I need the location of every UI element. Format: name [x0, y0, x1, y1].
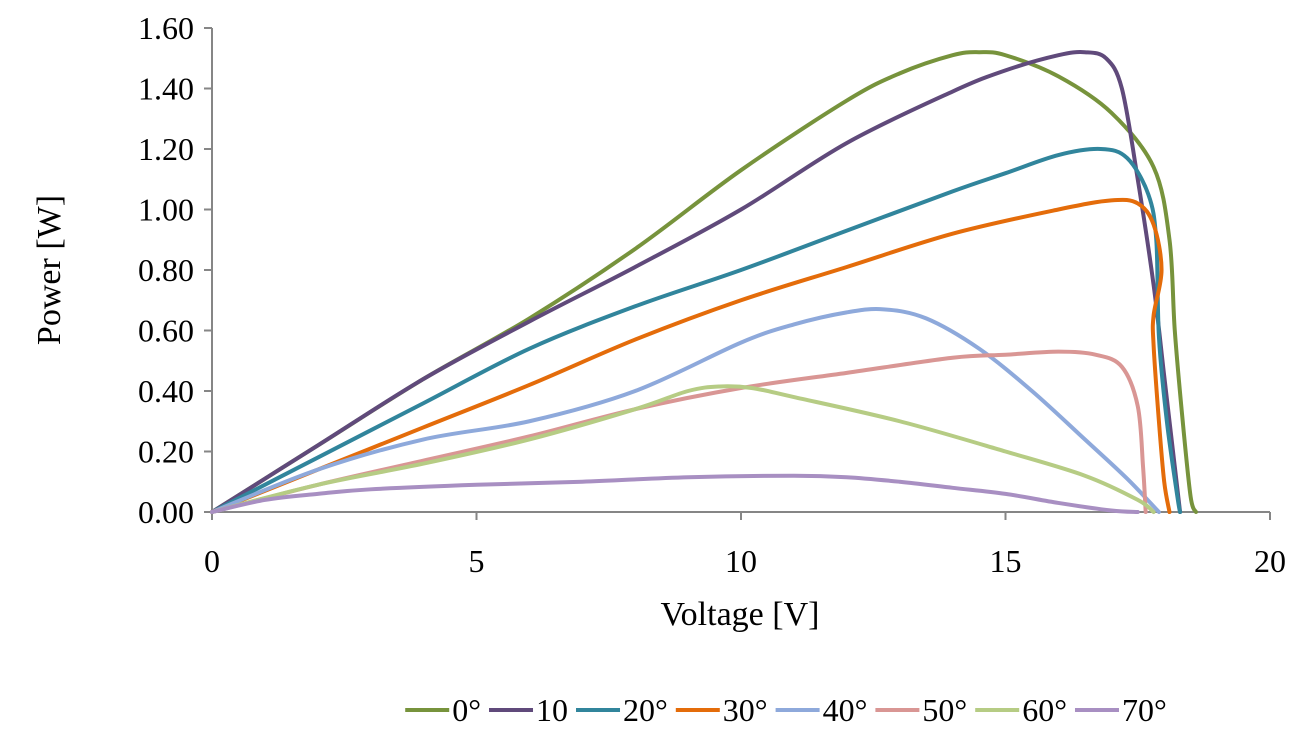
series-line-2 [210, 146, 1183, 514]
legend-label: 10 [536, 692, 568, 728]
x-tick-label: 20 [1254, 543, 1286, 579]
y-axis-title: Power [W] [31, 195, 68, 345]
series-line-3 [210, 197, 1172, 514]
tick-marks [204, 27, 1271, 520]
y-tick-label: 1.00 [138, 192, 194, 228]
x-tick-label: 0 [204, 543, 220, 579]
series-line-1 [210, 50, 1183, 514]
legend-label: 0° [452, 692, 481, 728]
legend-label: 60° [1022, 692, 1067, 728]
legend-label: 70° [1122, 692, 1167, 728]
y-tick-label: 0.20 [138, 434, 194, 470]
y-tick-label: 1.40 [138, 71, 194, 107]
legend-label: 20° [623, 692, 668, 728]
legend-label: 50° [922, 692, 967, 728]
y-tick-label: 1.60 [138, 10, 194, 46]
plot-series [210, 50, 1198, 514]
series-line-5 [210, 349, 1148, 514]
x-axis-title: Voltage [V] [661, 596, 820, 633]
x-tick-label: 10 [725, 543, 757, 579]
y-tick-label: 0.40 [138, 373, 194, 409]
tick-labels: 0.00 0.20 0.40 0.60 0.80 1.00 1.20 1.40 1.60 0 5 10… [138, 10, 1286, 579]
y-tick-label: 1.20 [138, 131, 194, 167]
x-tick-label: 15 [990, 543, 1022, 579]
y-tick-label: 0.80 [138, 252, 194, 288]
legend-label: 40° [823, 692, 868, 728]
series-line-4 [210, 307, 1161, 514]
legend: 0° 10 20° 30° 40° 50° 60° 70° [405, 692, 1167, 728]
legend-label: 30° [723, 692, 768, 728]
y-tick-label: 0.60 [138, 313, 194, 349]
series-line-6 [210, 384, 1156, 514]
y-tick-label: 0.00 [138, 494, 194, 530]
series-line-7 [210, 473, 1140, 514]
x-tick-label: 5 [469, 543, 485, 579]
